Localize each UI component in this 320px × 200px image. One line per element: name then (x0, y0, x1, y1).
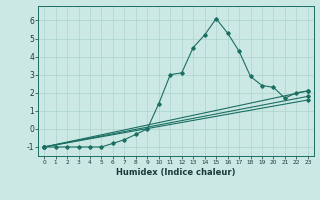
X-axis label: Humidex (Indice chaleur): Humidex (Indice chaleur) (116, 168, 236, 177)
